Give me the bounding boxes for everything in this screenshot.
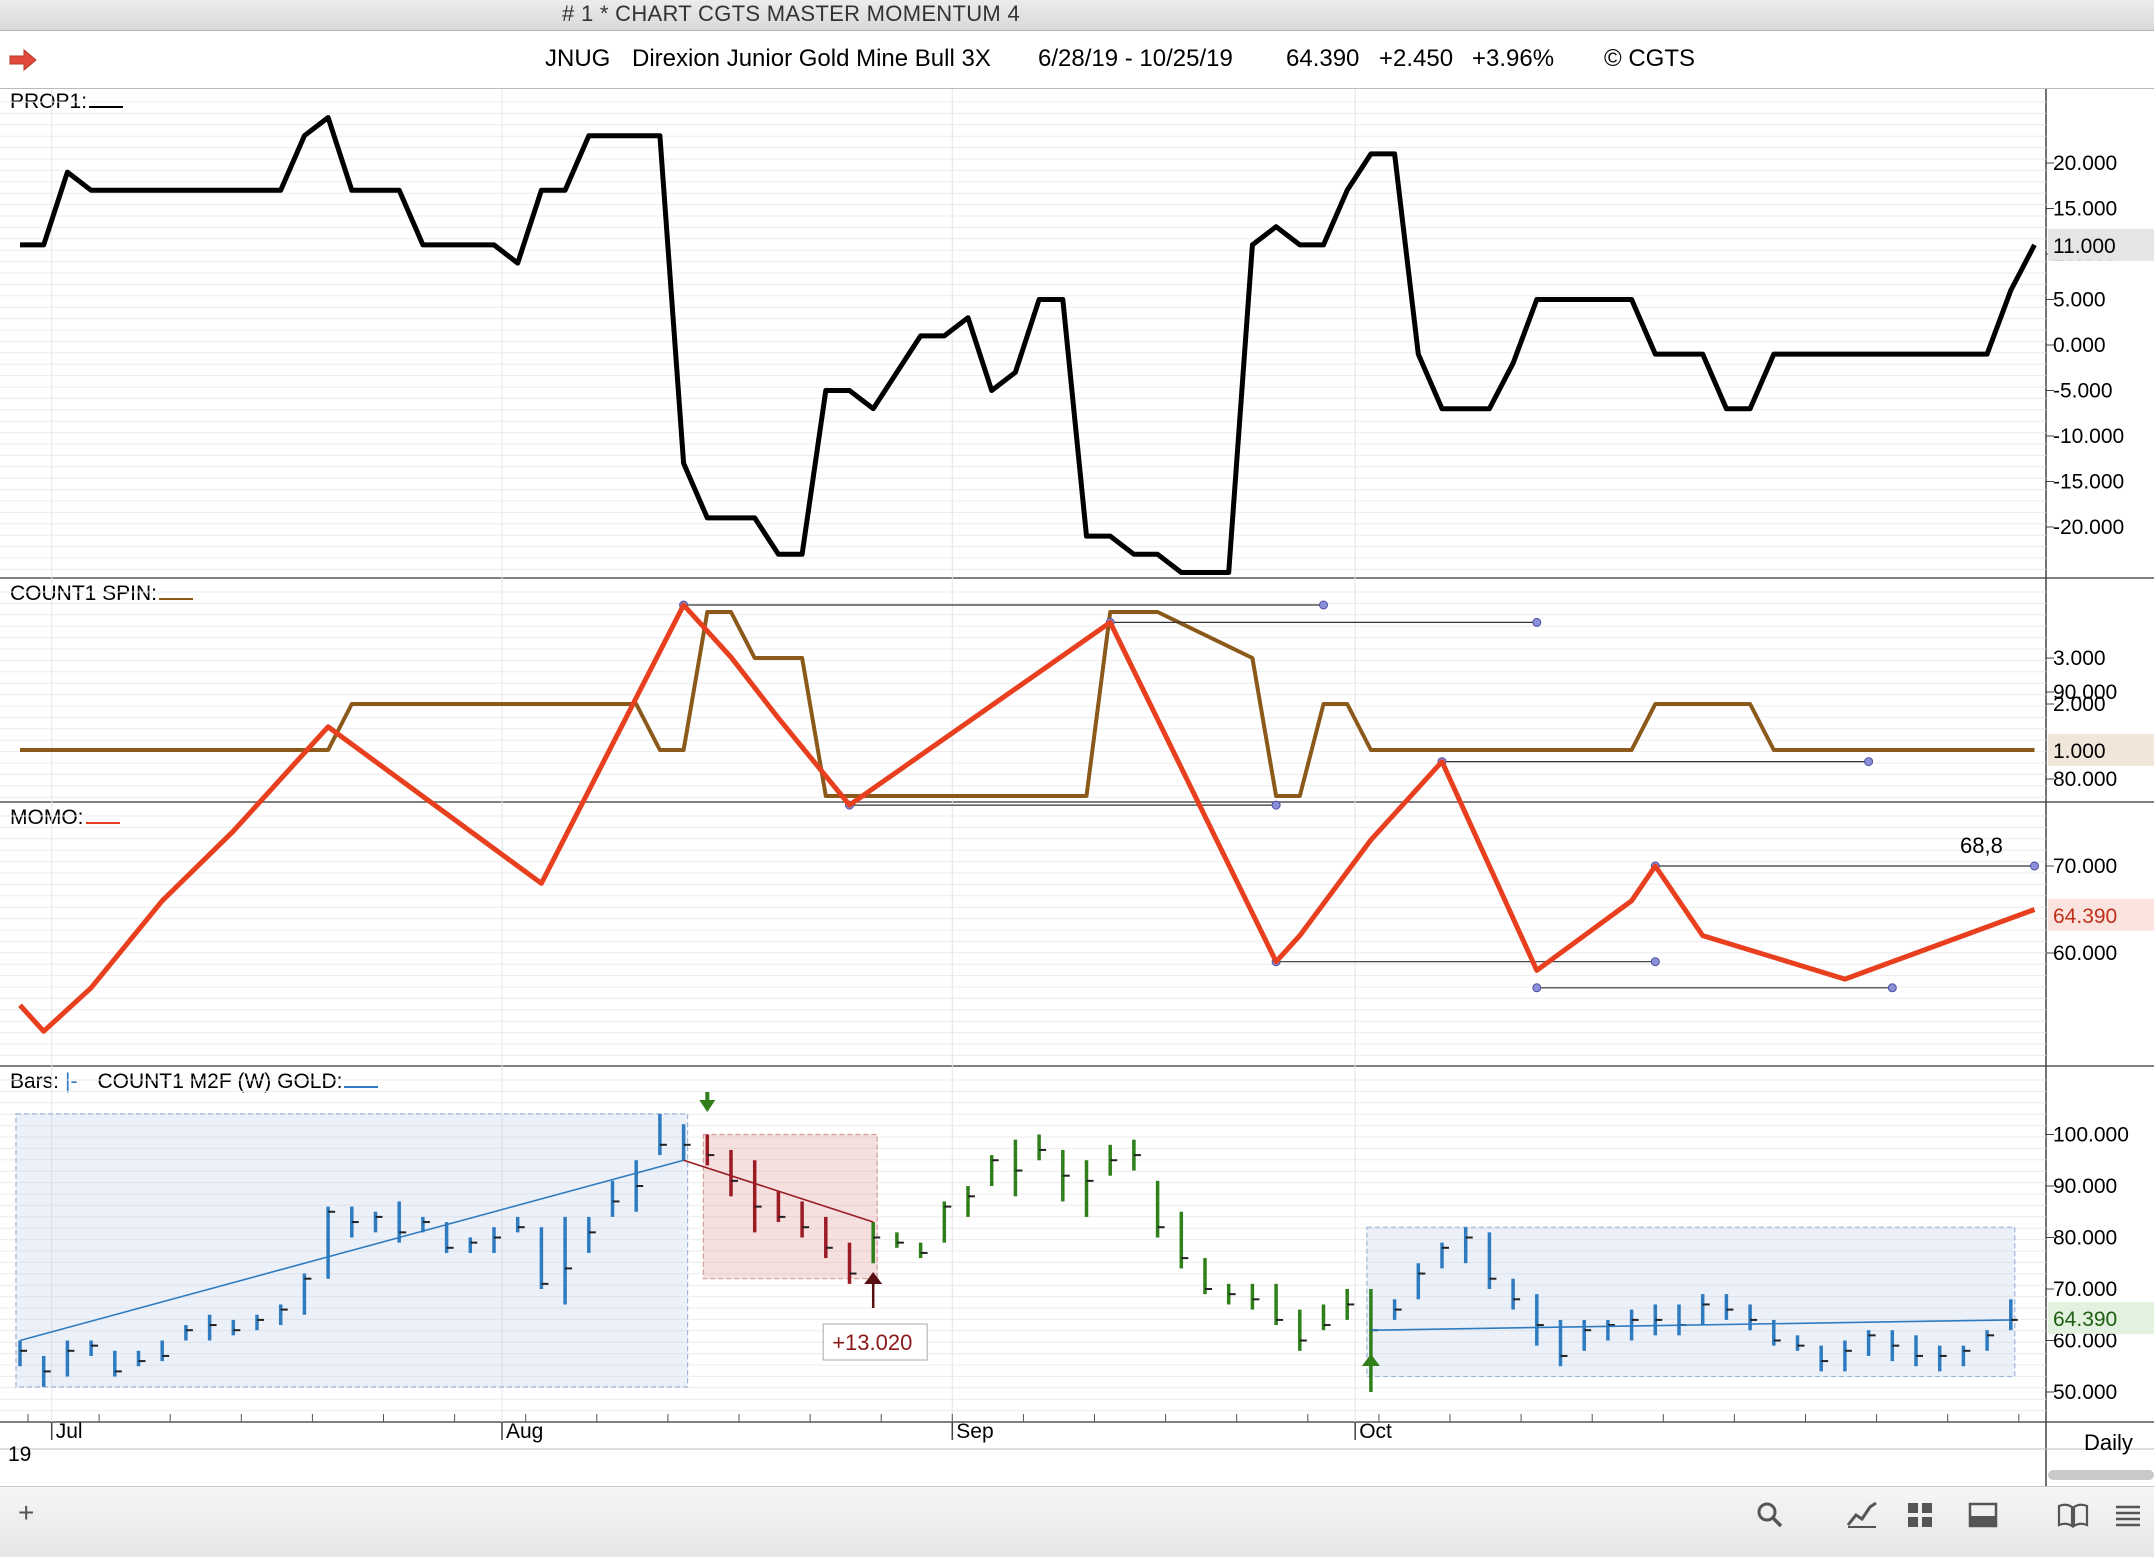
y-tick-label: 60.000 [2053,942,2117,965]
y-tick-label: -10.000 [2053,425,2124,448]
symbol: JNUG [545,45,610,73]
trendline-handle [1320,601,1328,609]
trendline-handle [1272,801,1280,809]
add-icon[interactable]: + [18,1497,34,1529]
bottom-toolbar: + [0,1486,2154,1557]
trendline-handle [1533,618,1541,626]
trendline-handle [1865,758,1873,766]
trendline-handle [1888,984,1896,992]
y-tick-label: 50.000 [2053,1381,2117,1404]
month-label: Jul [56,1420,83,1443]
date-range: 6/28/19 - 10/25/19 [1038,45,1233,73]
y-tick-label: -5.000 [2053,380,2113,403]
month-label: Oct [1359,1420,1392,1443]
down-arrow-marker [699,1092,715,1112]
percent-change: +3.96% [1472,45,1554,73]
instrument-name: Direxion Junior Gold Mine Bull 3X [632,45,991,73]
month-label: Sep [956,1420,993,1443]
momo-tag-label: 68,8 [1960,833,2003,858]
prop1-series-line [20,118,2035,573]
window-title: # 1 * CHART CGTS MASTER MOMENTUM 4 [562,1,1020,27]
gain-box-label: +13.020 [832,1330,912,1355]
window-titlebar: # 1 * CHART CGTS MASTER MOMENTUM 4 [0,0,2154,31]
copyright: © CGTS [1604,45,1695,73]
symbol-info-bar: JNUG Direxion Junior Gold Mine Bull 3X 6… [0,31,2154,89]
book-icon[interactable] [2056,1501,2090,1536]
y-tick-label: 90.000 [2053,681,2117,704]
panel-layout-icon[interactable] [1968,1501,1998,1536]
timeframe-label: Daily [2084,1430,2133,1455]
month-label: Aug [506,1420,543,1443]
bars-last-value: 64.390 [2053,1308,2117,1331]
trendline-handle [2031,862,2039,870]
momo-last-value: 64.390 [2053,905,2117,928]
trendline-handle [1651,958,1659,966]
menu-icon[interactable] [2114,1501,2142,1536]
y-tick-label: 80.000 [2053,1227,2117,1250]
y-tick-label: 3.000 [2053,647,2106,670]
spin-series-line [20,612,2035,796]
prop1-last-value: 11.000 [2053,235,2116,258]
last-price: 64.390 [1286,45,1359,73]
trendline-handle [1533,984,1541,992]
forward-arrow-icon[interactable] [8,48,38,77]
search-icon[interactable] [1756,1501,1784,1536]
grid-layout-icon[interactable] [1906,1501,1934,1536]
momo-series-line [20,605,2035,1031]
y-tick-label: 80.000 [2053,768,2117,791]
spin-last-value: 1.000 [2053,740,2106,763]
line-chart-icon[interactable] [1846,1501,1878,1536]
y-tick-label: 0.000 [2053,334,2106,357]
horizontal-scrollbar [2048,1470,2154,1480]
y-tick-label: 15.000 [2053,198,2117,221]
y-tick-label: -20.000 [2053,516,2124,539]
price-change: +2.450 [1379,45,1453,73]
y-tick-label: 90.000 [2053,1175,2117,1198]
year-label: 19 [8,1443,31,1466]
y-tick-label: -15.000 [2053,471,2124,494]
chart-area[interactable]: 20.00015.00010.0005.0000.000-5.000-10.00… [0,89,2154,1486]
y-tick-label: 20.000 [2053,152,2117,175]
y-tick-label: 5.000 [2053,289,2106,312]
y-tick-label: 100.000 [2053,1124,2129,1147]
y-tick-label: 70.000 [2053,855,2117,878]
y-tick-label: 70.000 [2053,1278,2117,1301]
